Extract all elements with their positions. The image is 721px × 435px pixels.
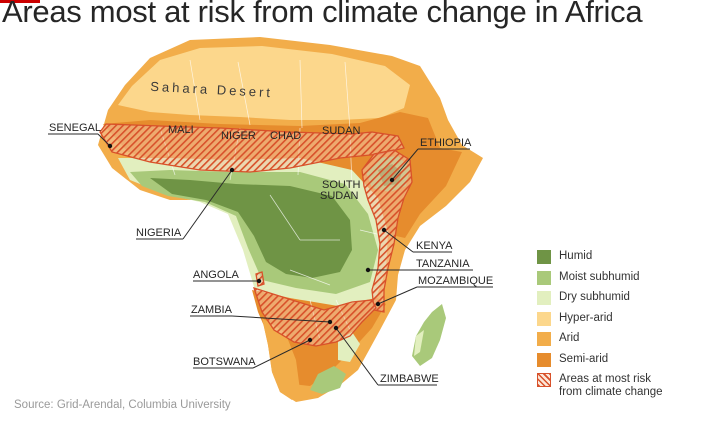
label-leaders [48, 133, 493, 386]
map-title: Areas most at risk from climate change i… [2, 0, 643, 29]
legend-item-arid: Arid [537, 332, 677, 353]
risk-zone-angola-dot [255, 271, 265, 287]
madagascar-west-dry [414, 330, 424, 356]
label-chad: CHAD [270, 130, 301, 142]
madagascar-island [412, 304, 446, 366]
legend-label: Areas at most risk from climate change [559, 373, 663, 398]
map-labels: Sahara Desert MALI NIGER CHAD SUDAN SENE… [49, 79, 493, 385]
risk-zone-southern-africa [252, 286, 377, 347]
legend-item-risk-areas: Areas at most risk from climate change [537, 373, 677, 398]
label-south-sudan-line2: SUDAN [320, 190, 359, 202]
legend-swatch-arid [537, 332, 551, 346]
legend-label: Semi-arid [559, 352, 609, 365]
legend-swatch-dry-subhumid [537, 291, 551, 305]
country-borders [159, 59, 386, 341]
sahara-desert-label: Sahara Desert [150, 79, 273, 100]
legend-item-dry-subhumid: Dry subhumid [537, 291, 677, 312]
legend-item-semi-arid: Semi-arid [537, 352, 677, 374]
label-kenya: KENYA [416, 240, 453, 252]
legend-swatch-risk-hatch [537, 373, 551, 387]
legend-item-hyper-arid: Hyper-arid [537, 311, 677, 333]
label-botswana: BOTSWANA [193, 356, 256, 368]
legend-swatch-semi-arid [537, 352, 551, 367]
label-nigeria: NIGERIA [136, 227, 182, 239]
label-niger: NIGER [221, 130, 256, 142]
legend-label: Arid [559, 332, 580, 344]
label-angola: ANGOLA [193, 269, 240, 281]
southwest-arid-coast [262, 318, 300, 400]
label-south-sudan-line1: SOUTH [322, 179, 361, 191]
label-sudan: SUDAN [322, 125, 361, 137]
legend-label: Hyper-arid [559, 311, 613, 324]
top-accent-bar [0, 0, 40, 3]
label-ethiopia: ETHIOPIA [420, 137, 472, 149]
southern-tip-moist [310, 366, 346, 394]
humid-congo-basin [150, 178, 352, 278]
legend-label: Humid [559, 250, 593, 262]
legend-label: Moist subhumid [559, 270, 640, 283]
risk-zone-sahel [99, 123, 405, 173]
legend-item-humid: Humid [537, 250, 677, 271]
label-senegal: SENEGAL [49, 122, 101, 134]
source-note: Source: Grid-Arendal, Columbia Universit… [14, 399, 231, 411]
southeast-coast-dry [338, 332, 360, 362]
legend-item-moist-subhumid: Moist subhumid [537, 270, 677, 292]
risk-zone-ethiopia-east-africa [361, 149, 413, 313]
label-tanzania: TANZANIA [416, 258, 470, 270]
label-zambia: ZAMBIA [191, 304, 233, 316]
label-zimbabwe: ZIMBABWE [380, 373, 439, 385]
label-mozambique: MOZAMBIQUE [418, 275, 493, 287]
legend-swatch-hyper-arid [537, 311, 551, 326]
legend-swatch-moist-subhumid [537, 270, 551, 285]
legend-label: Dry subhumid [559, 291, 630, 303]
legend-swatch-humid [537, 250, 551, 264]
map-legend: Humid Moist subhumid Dry subhumid Hyper-… [537, 250, 677, 398]
label-mali: MALI [168, 124, 194, 136]
